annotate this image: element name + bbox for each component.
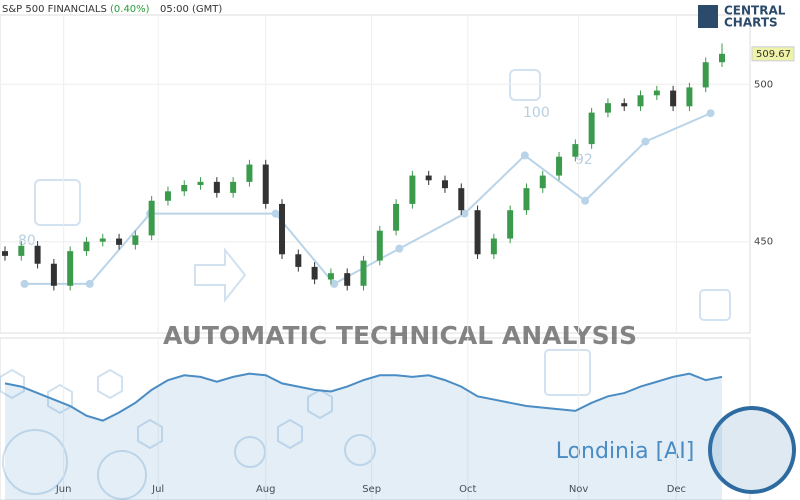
candle-body bbox=[246, 164, 253, 182]
candle-body bbox=[604, 103, 611, 113]
x-tick-label: Sep bbox=[362, 484, 381, 495]
candle-body bbox=[279, 203, 286, 255]
badge: 92 bbox=[575, 152, 593, 168]
candle-body bbox=[2, 251, 8, 256]
ma-point bbox=[330, 279, 339, 288]
change: (0.40%) bbox=[110, 4, 150, 15]
candle-body bbox=[686, 87, 693, 107]
ma-point bbox=[520, 151, 529, 160]
candle-body bbox=[181, 185, 188, 192]
candle-body bbox=[376, 230, 383, 261]
candle-body bbox=[719, 53, 725, 63]
price-tag bbox=[751, 46, 795, 62]
ma-point bbox=[581, 196, 590, 205]
ma-point bbox=[460, 209, 469, 218]
ma-point bbox=[706, 109, 715, 118]
x-tick-label: Jun bbox=[55, 484, 72, 495]
candle-body bbox=[230, 181, 237, 193]
candle-body bbox=[360, 260, 367, 286]
candle-body bbox=[213, 181, 220, 193]
decor bbox=[0, 69, 731, 500]
candle-body bbox=[523, 188, 530, 211]
candle-body bbox=[474, 210, 481, 255]
candle-body bbox=[99, 238, 106, 242]
candle-body bbox=[327, 273, 334, 280]
candle-body bbox=[295, 254, 302, 267]
indicator-line bbox=[4, 372, 723, 422]
candle-body bbox=[441, 180, 448, 189]
y-tick-label: 450 bbox=[754, 237, 773, 248]
x-tick-label: Oct bbox=[459, 484, 476, 495]
candle-body bbox=[262, 164, 269, 204]
ma-point bbox=[271, 209, 280, 218]
main-panel bbox=[0, 14, 751, 334]
candle-body bbox=[148, 200, 155, 236]
candle-body bbox=[670, 90, 677, 107]
ma-point bbox=[641, 137, 650, 146]
lower-panel bbox=[0, 337, 751, 500]
ma-point bbox=[85, 279, 94, 288]
candle-body bbox=[50, 263, 57, 286]
candle-body bbox=[197, 181, 204, 186]
candle-body bbox=[621, 103, 628, 107]
ma-point bbox=[20, 279, 29, 288]
candle-body bbox=[18, 245, 25, 256]
candle-body bbox=[588, 112, 595, 145]
candle-body bbox=[116, 238, 123, 245]
candle-body bbox=[637, 95, 644, 107]
x-tick-label: Jul bbox=[151, 484, 164, 495]
candle-body bbox=[311, 266, 318, 280]
y-tick-label: 500 bbox=[754, 79, 773, 90]
candle-body bbox=[34, 245, 41, 264]
candle-body bbox=[409, 175, 416, 204]
candle-body bbox=[490, 238, 497, 255]
logo-icon bbox=[698, 5, 718, 28]
candle-body bbox=[702, 62, 709, 88]
candle-body bbox=[425, 175, 432, 181]
logo-text: CENTRAL bbox=[724, 4, 786, 18]
badge: 80 bbox=[18, 233, 36, 249]
logo-text: CHARTS bbox=[724, 16, 778, 30]
indicator-area bbox=[5, 373, 722, 500]
candle-body bbox=[507, 210, 514, 239]
candle-body bbox=[344, 273, 351, 286]
x-tick-label: Dec bbox=[667, 484, 686, 495]
candle-body bbox=[539, 175, 546, 189]
x-tick-label: Nov bbox=[569, 484, 589, 495]
x-tick-label: Aug bbox=[256, 484, 276, 495]
ma-point bbox=[395, 244, 404, 253]
last-price: 509.67 bbox=[756, 49, 791, 60]
candle-body bbox=[556, 156, 563, 176]
symbol: S&P 500 FINANCIALS bbox=[2, 4, 107, 15]
avatar bbox=[708, 406, 796, 494]
candle-body bbox=[458, 188, 465, 211]
time: 05:00 (GMT) bbox=[160, 4, 222, 15]
watermark-title: AUTOMATIC TECHNICAL ANALYSIS bbox=[163, 321, 637, 350]
candle-body bbox=[653, 90, 660, 96]
candle-body bbox=[132, 235, 139, 245]
candle-body bbox=[164, 191, 171, 201]
candle-body bbox=[572, 144, 579, 157]
candle-body bbox=[393, 203, 400, 231]
candle-body bbox=[83, 241, 90, 252]
candle-body bbox=[67, 251, 74, 286]
badge: 100 bbox=[523, 105, 550, 121]
